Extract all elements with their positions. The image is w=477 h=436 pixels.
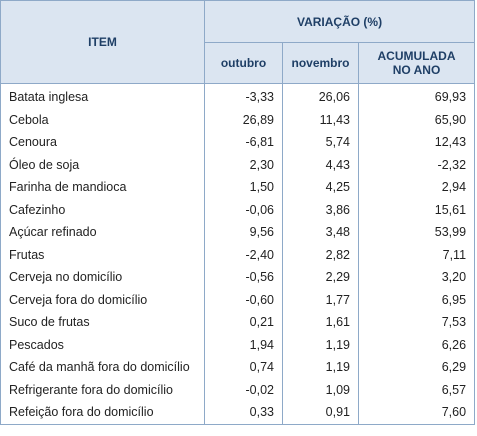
value-cell: 0,33 <box>204 401 283 425</box>
item-cell: Açúcar refinado <box>0 221 205 244</box>
value-cell: -3,33 <box>204 83 283 109</box>
item-cell: Cafezinho <box>0 198 205 221</box>
value-cell: 6,26 <box>357 333 476 356</box>
value-cell: 53,99 <box>357 221 476 244</box>
item-cell: Frutas <box>0 243 205 266</box>
value-cell: 69,93 <box>357 83 476 109</box>
column-header: novembro <box>282 42 359 84</box>
value-cell: -0,06 <box>204 198 283 221</box>
value-cell: 6,95 <box>357 288 476 311</box>
value-cell: 0,74 <box>204 356 283 379</box>
table-row: Cerveja no domicílio -0,56 2,29 3,20 <box>0 266 476 289</box>
table-row: Café da manhã fora do domicílio 0,74 1,19 6… <box>0 356 476 379</box>
table-row: Refrigerante fora do domicílio -0,02 1,09 6… <box>0 378 476 401</box>
value-cell: 7,11 <box>357 243 476 266</box>
value-cell: 2,30 <box>204 153 283 176</box>
value-cell: 2,82 <box>282 243 359 266</box>
item-cell: Suco de frutas <box>0 311 205 334</box>
value-cell: 0,21 <box>204 311 283 334</box>
item-cell: Refrigerante fora do domicílio <box>0 378 205 401</box>
item-cell: Farinha de mandioca <box>0 176 205 199</box>
table-row: Frutas -2,40 2,82 7,11 <box>0 243 476 266</box>
item-cell: Cenoura <box>0 131 205 154</box>
table-row: Óleo de soja 2,30 4,43 -2,32 <box>0 153 476 176</box>
value-cell: 15,61 <box>357 198 476 221</box>
value-cell: 12,43 <box>357 131 476 154</box>
table-row: Refeição fora do domicílio 0,33 0,91 7,60 <box>0 401 476 425</box>
item-cell: Refeição fora do domicílio <box>0 401 205 425</box>
item-cell: Batata inglesa <box>0 83 205 109</box>
table-row: Cebola 26,89 11,43 65,90 <box>0 108 476 131</box>
value-cell: 3,20 <box>357 266 476 289</box>
value-cell: -6,81 <box>204 131 283 154</box>
value-cell: 2,94 <box>357 176 476 199</box>
table-row: Açúcar refinado 9,56 3,48 53,99 <box>0 221 476 244</box>
table-row: Cenoura -6,81 5,74 12,43 <box>0 131 476 154</box>
column-header: outubro <box>204 42 283 84</box>
value-cell: 0,91 <box>282 401 359 425</box>
table-row: Batata inglesa -3,33 26,06 69,93 <box>0 83 476 109</box>
value-cell: 1,50 <box>204 176 283 199</box>
value-cell: -2,32 <box>357 153 476 176</box>
data-table: ITEM VARIAÇÃO (%) outubro novembro ACUMULA… <box>0 0 476 425</box>
value-cell: 26,89 <box>204 108 283 131</box>
item-cell: Cebola <box>0 108 205 131</box>
table-row: Farinha de mandioca 1,50 4,25 2,94 <box>0 176 476 199</box>
value-cell: 1,77 <box>282 288 359 311</box>
value-cell: -0,60 <box>204 288 283 311</box>
value-cell: 3,48 <box>282 221 359 244</box>
value-cell: -0,56 <box>204 266 283 289</box>
value-cell: 1,09 <box>282 378 359 401</box>
value-cell: 11,43 <box>282 108 359 131</box>
column-header: ACUMULADA NO ANO <box>357 42 476 84</box>
value-cell: 9,56 <box>204 221 283 244</box>
value-cell: 6,57 <box>357 378 476 401</box>
header-group: VARIAÇÃO (%) <box>203 0 476 43</box>
value-cell: 1,61 <box>282 311 359 334</box>
value-cell: 26,06 <box>282 83 359 109</box>
value-cell: 4,43 <box>282 153 359 176</box>
header-item: ITEM <box>0 0 205 84</box>
item-cell: Café da manhã fora do domicílio <box>0 356 205 379</box>
value-cell: 3,86 <box>282 198 359 221</box>
item-cell: Pescados <box>0 333 205 356</box>
table-row: Cafezinho -0,06 3,86 15,61 <box>0 198 476 221</box>
value-cell: 5,74 <box>282 131 359 154</box>
value-cell: 65,90 <box>357 108 476 131</box>
value-cell: 4,25 <box>282 176 359 199</box>
value-cell: 7,60 <box>357 401 476 425</box>
value-cell: 2,29 <box>282 266 359 289</box>
table-row: Cerveja fora do domicílio -0,60 1,77 6,95 <box>0 288 476 311</box>
value-cell: 6,29 <box>357 356 476 379</box>
value-cell: 1,94 <box>204 333 283 356</box>
value-cell: -0,02 <box>204 378 283 401</box>
item-cell: Cerveja no domicílio <box>0 266 205 289</box>
table-row: Suco de frutas 0,21 1,61 7,53 <box>0 311 476 334</box>
table-row: Pescados 1,94 1,19 6,26 <box>0 333 476 356</box>
value-cell: 1,19 <box>282 333 359 356</box>
item-cell: Óleo de soja <box>0 153 205 176</box>
item-cell: Cerveja fora do domicílio <box>0 288 205 311</box>
value-cell: -2,40 <box>204 243 283 266</box>
value-cell: 1,19 <box>282 356 359 379</box>
value-cell: 7,53 <box>357 311 476 334</box>
